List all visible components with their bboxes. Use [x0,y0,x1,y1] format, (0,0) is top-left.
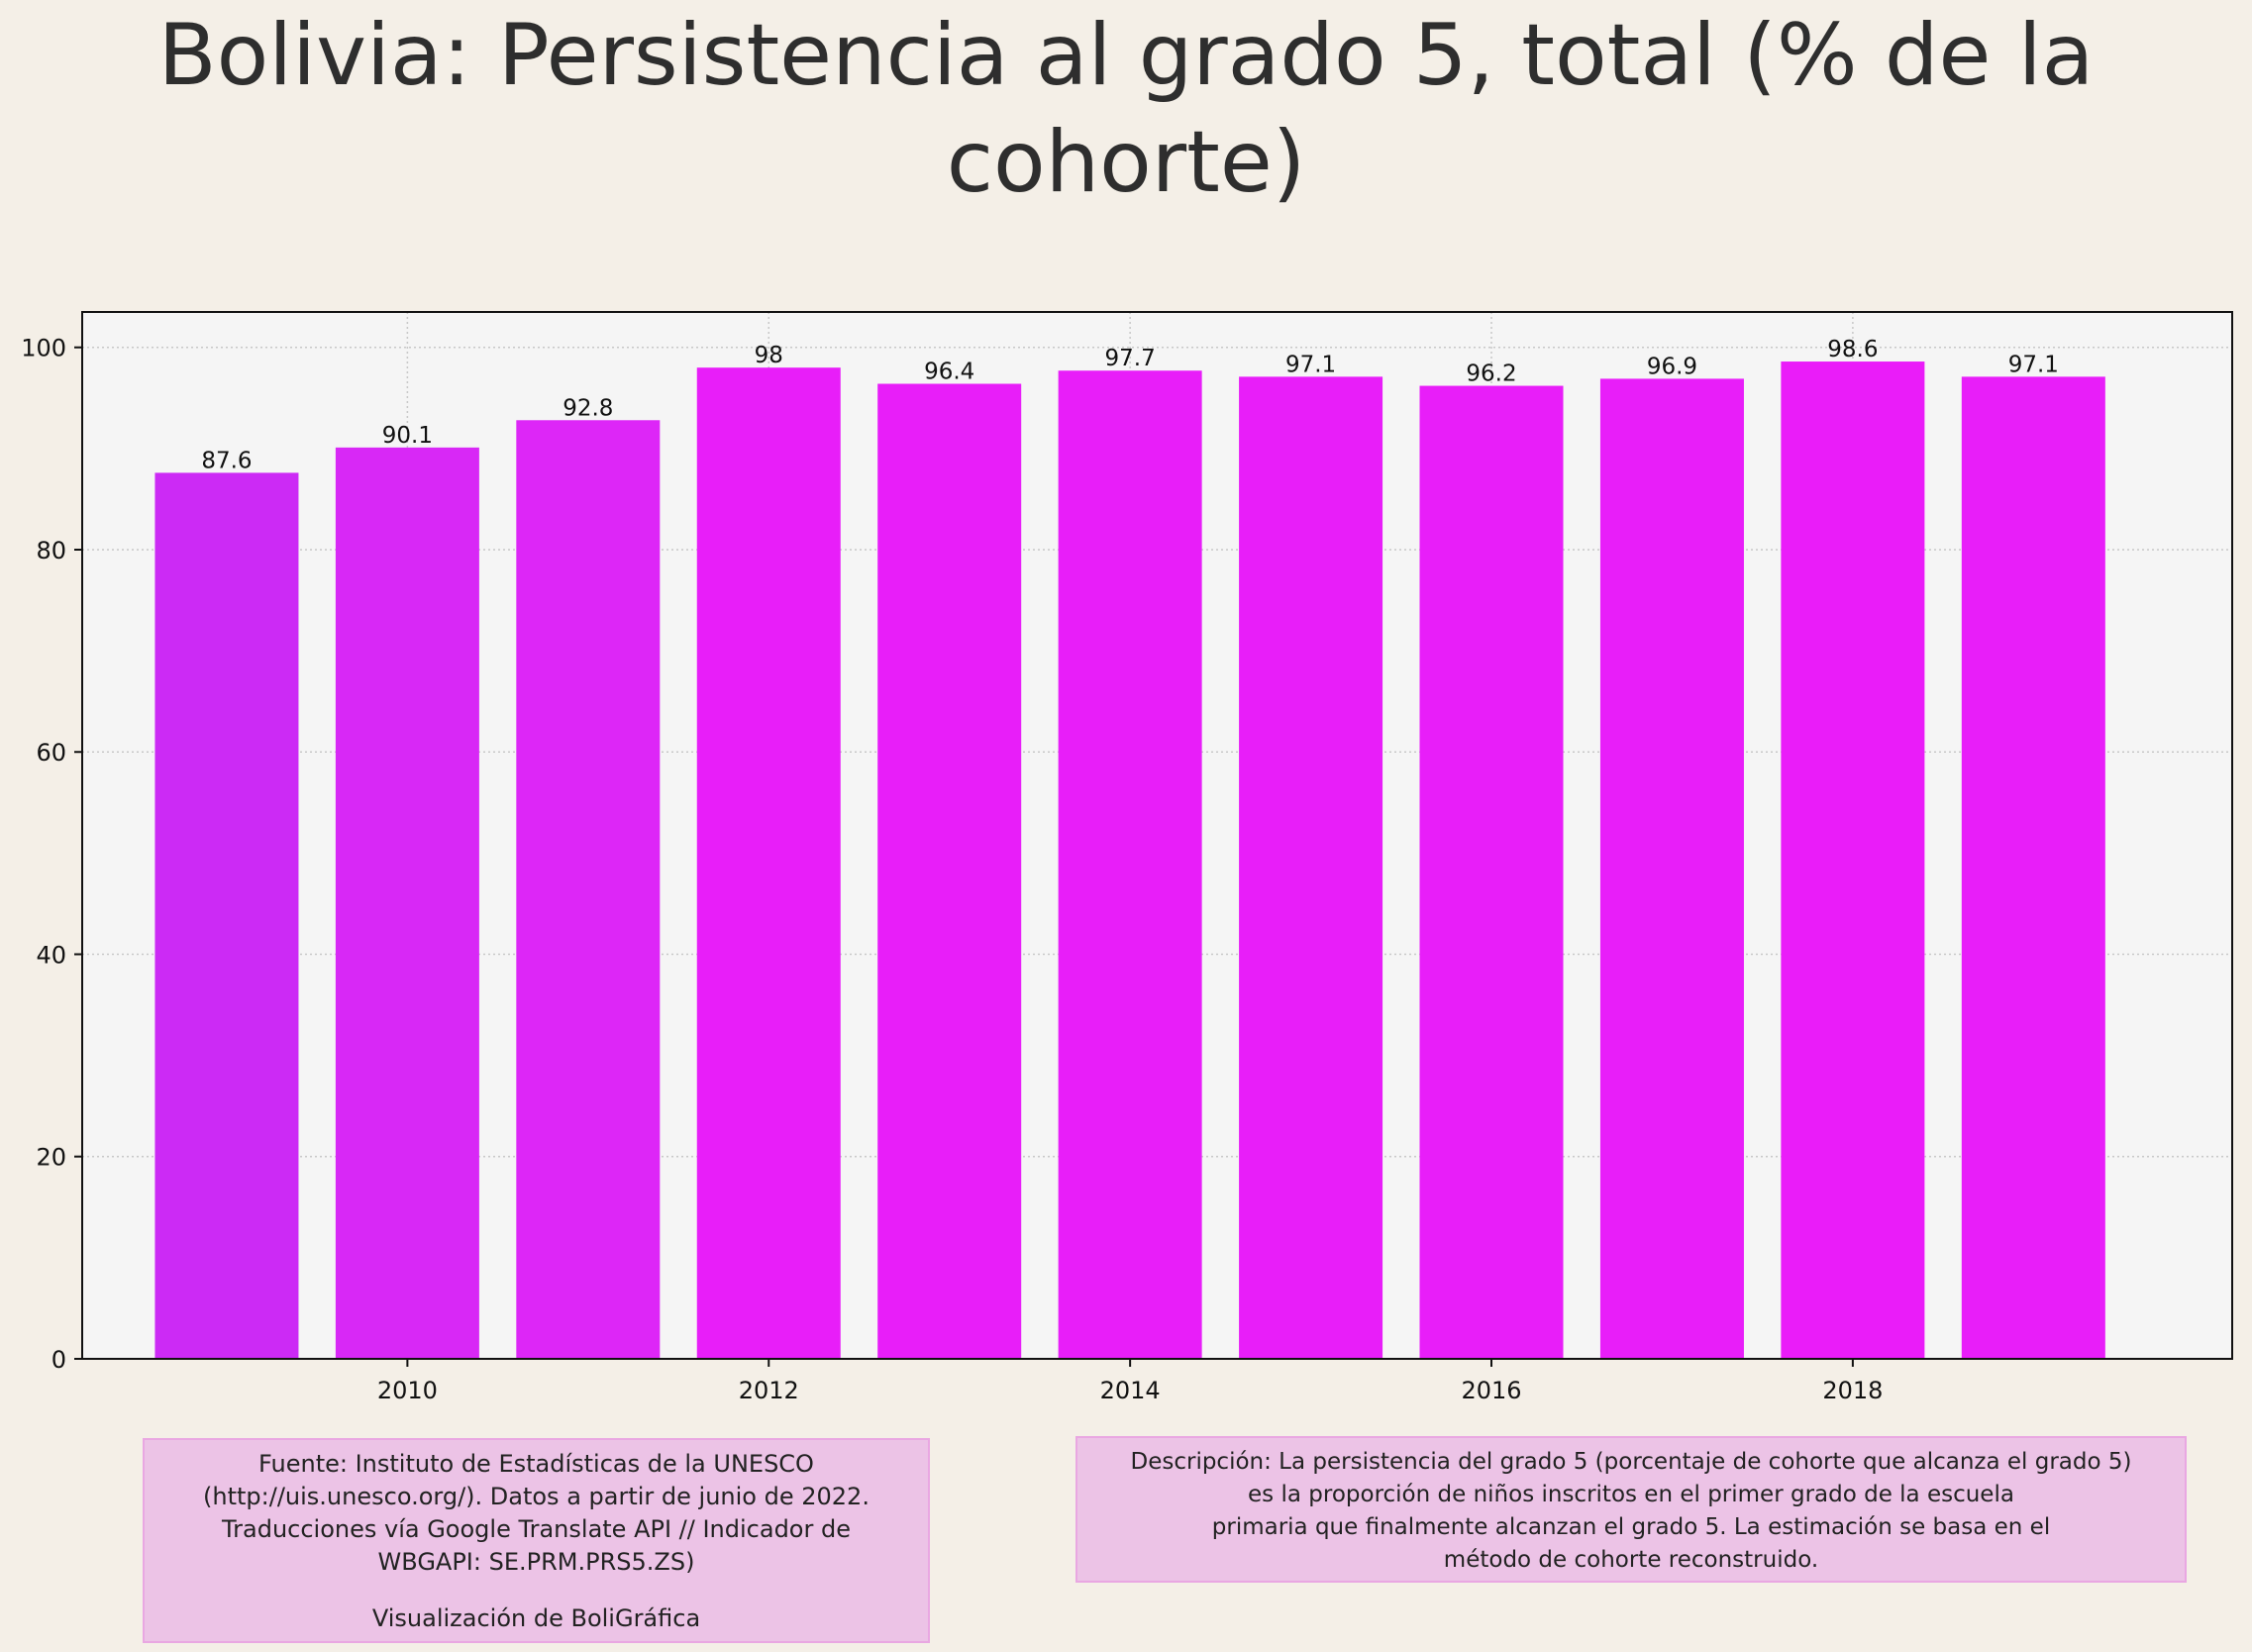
y-tick-label: 0 [51,1346,66,1374]
bar-2019 [1961,376,2105,1360]
bar-2011 [516,420,661,1359]
bar-value-labels: 87.6 90.1 92.8 98 96.4 97.7 97.1 96.2 96.9 98.6 97… [201,337,2059,473]
bar-2010 [335,447,479,1360]
bar-2009 [154,472,299,1359]
description-line-1: Descripción: La persistencia del grado 5… [1130,1449,2132,1475]
x-tick-label: 2016 [1461,1377,1521,1404]
bar-value-label-2009: 87.6 [201,448,252,473]
y-tick-label: 80 [36,537,66,565]
x-tick-label: 2012 [739,1377,799,1404]
bar-value-label-2017: 96.9 [1647,354,1697,379]
bar-2017 [1599,378,1744,1359]
bar-2015 [1239,376,1383,1360]
source-line-3: Traducciones vía Google Translate API //… [222,1515,851,1543]
x-tick-label: 2014 [1100,1377,1161,1404]
visualization-credit: Visualización de BoliGráfica [371,1604,701,1632]
bar-2012 [696,367,841,1359]
bar-value-label-2013: 96.4 [924,360,974,385]
chart-title-line-1: Bolivia: Persistencia al grado 5, total … [157,6,2095,105]
y-tick-label: 20 [36,1144,66,1172]
description-note: Descripción: La persistencia del grado 5… [1075,1436,2187,1583]
y-tick-label: 60 [36,739,66,767]
bar-2016 [1419,385,1564,1359]
chart-title-line-2: cohorte) [946,113,1306,212]
bar-value-label-2014: 97.7 [1105,346,1156,371]
y-tick-label: 40 [36,941,66,969]
y-tick-label: 100 [21,335,66,362]
description-line-2: es la proporción de niños inscritos en e… [1248,1482,2014,1507]
y-axis: 0 20 40 60 80 100 [21,335,82,1374]
source-note: Fuente: Instituto de Estadísticas de la … [143,1438,930,1643]
bar-2018 [1781,361,1925,1360]
plot-frame [81,311,2233,1360]
source-line-4: WBGAPI: SE.PRM.PRS5.ZS) [377,1548,695,1576]
chart-title: Bolivia: Persistencia al grado 5, total … [0,0,2252,216]
x-tick-label: 2010 [377,1377,438,1404]
bar-value-label-2015: 97.1 [1285,352,1336,377]
bar-value-label-2012: 98 [755,343,783,368]
bar-value-label-2010: 90.1 [382,423,433,449]
bar-value-label-2016: 96.2 [1466,361,1516,387]
bar-value-label-2019: 97.1 [2008,352,2059,377]
description-line-4: método de cohorte reconstruido. [1443,1547,1819,1573]
bar-value-label-2018: 98.6 [1827,337,1878,362]
bar-2014 [1058,370,1202,1359]
source-line-1: Fuente: Instituto de Estadísticas de la … [258,1450,814,1478]
bar-value-label-2011: 92.8 [563,395,613,421]
x-axis: 2010 2012 2014 2016 2018 [377,1359,1883,1404]
description-line-3: primaria que finalmente alcanzan el grad… [1211,1514,2051,1540]
x-tick-label: 2018 [1822,1377,1883,1404]
bar-2013 [877,383,1022,1360]
bars [154,361,2105,1360]
source-line-2: (http://uis.unesco.org/). Datos a partir… [203,1483,870,1510]
